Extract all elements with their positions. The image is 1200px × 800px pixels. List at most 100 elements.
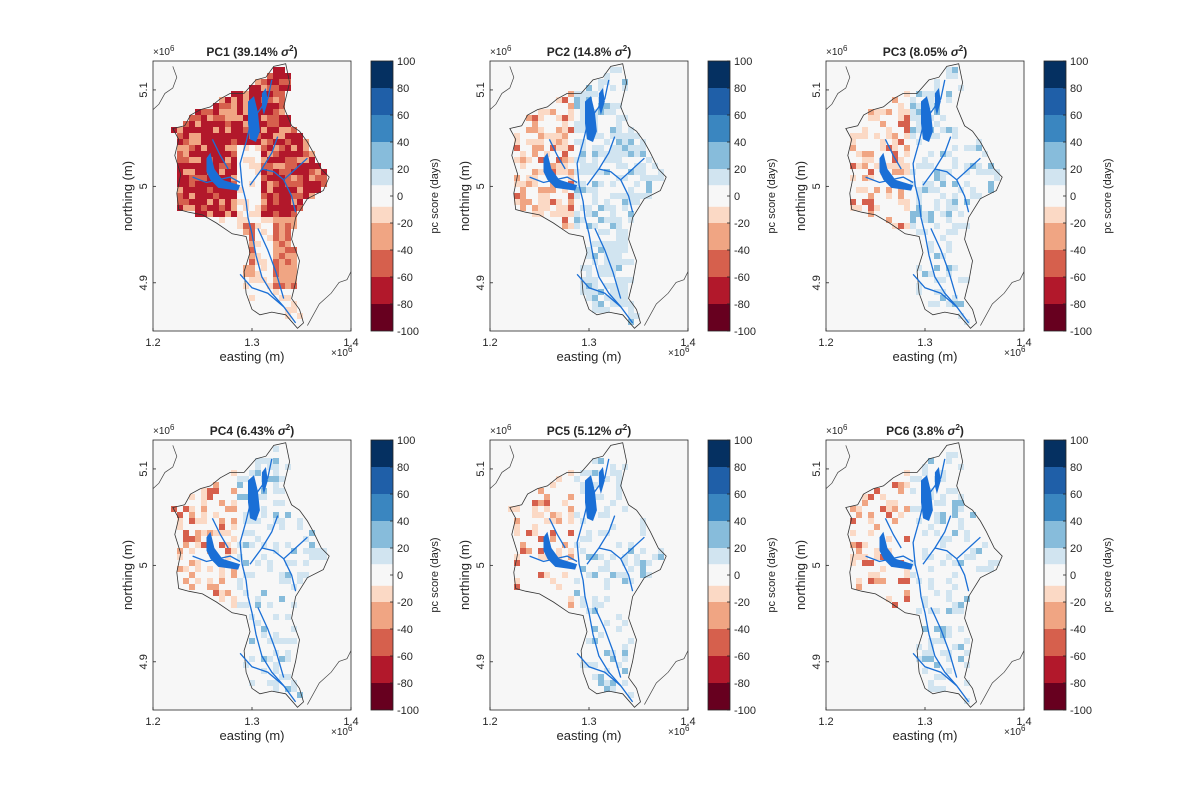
score-cell xyxy=(279,79,285,85)
score-cell xyxy=(207,127,213,133)
score-cell xyxy=(610,145,616,151)
score-cell xyxy=(201,109,207,115)
score-cell xyxy=(261,175,267,181)
x-tick-label: 1.2 xyxy=(482,716,497,728)
score-cell xyxy=(928,650,934,656)
score-cell xyxy=(640,560,646,566)
score-cell xyxy=(904,596,910,602)
score-cell xyxy=(946,127,952,133)
score-cell xyxy=(255,97,261,103)
colorbar-band xyxy=(708,61,730,88)
score-cell xyxy=(916,476,922,482)
lake-shape xyxy=(206,531,241,570)
score-cell xyxy=(580,602,586,608)
score-cell xyxy=(622,301,628,307)
score-cell xyxy=(898,199,904,205)
score-cell xyxy=(604,620,610,626)
river-line xyxy=(594,228,622,299)
score-cell xyxy=(243,476,249,482)
score-cell xyxy=(267,163,273,169)
score-cell xyxy=(520,205,526,211)
score-cell xyxy=(862,151,868,157)
score-cell xyxy=(850,530,856,536)
score-cell xyxy=(213,151,219,157)
score-cell xyxy=(315,163,321,169)
colorbar-tick-label: -100 xyxy=(734,705,756,717)
title-power: 2 xyxy=(623,44,628,53)
score-cell xyxy=(231,103,237,109)
title-close: ) xyxy=(960,424,964,438)
score-cell xyxy=(273,235,279,241)
title-power: 2 xyxy=(623,423,628,432)
score-cell xyxy=(952,295,958,301)
score-cell xyxy=(237,121,243,127)
score-cell xyxy=(538,211,544,217)
title-close: ) xyxy=(290,424,294,438)
score-cell xyxy=(640,151,646,157)
score-cell xyxy=(946,229,952,235)
score-cell xyxy=(291,145,297,151)
colorbar-tick-label: 60 xyxy=(734,110,746,122)
score-cell xyxy=(261,115,267,121)
score-cell xyxy=(183,151,189,157)
score-cell xyxy=(556,584,562,590)
score-cell xyxy=(267,566,273,572)
score-cell xyxy=(538,169,544,175)
score-cell xyxy=(532,115,538,121)
score-cell xyxy=(982,151,988,157)
score-cell xyxy=(273,542,279,548)
score-cell xyxy=(586,554,592,560)
x-axis-title: easting (m) xyxy=(219,728,284,743)
score-cell xyxy=(616,193,622,199)
score-cell xyxy=(538,548,544,554)
score-cell xyxy=(195,518,201,524)
score-cell xyxy=(279,283,285,289)
score-cell xyxy=(285,560,291,566)
score-cell xyxy=(856,548,862,554)
title-power: 2 xyxy=(289,44,294,53)
score-cell xyxy=(514,578,520,584)
panel-title: PC2 (14.8% σ2) xyxy=(547,44,631,59)
score-cell xyxy=(982,169,988,175)
score-cell xyxy=(598,530,604,536)
colorbar-band xyxy=(371,223,393,250)
score-cell xyxy=(856,205,862,211)
score-cell xyxy=(243,560,249,566)
score-cell xyxy=(291,127,297,133)
colorbar-tick-label: -40 xyxy=(734,624,750,636)
score-cell xyxy=(183,578,189,584)
score-cell xyxy=(598,512,604,518)
score-cell xyxy=(261,554,267,560)
colorbar-band xyxy=(1044,494,1066,521)
x-exponent-label: ×106 xyxy=(668,724,690,738)
score-cell xyxy=(273,488,279,494)
score-cell xyxy=(964,650,970,656)
score-cell xyxy=(592,163,598,169)
score-cell xyxy=(598,181,604,187)
score-cell xyxy=(856,187,862,193)
y-exponent-label: ×106 xyxy=(153,44,175,58)
score-cell xyxy=(652,554,658,560)
score-cell xyxy=(640,572,646,578)
score-cell xyxy=(928,91,934,97)
score-cell xyxy=(261,193,267,199)
score-cell xyxy=(922,470,928,476)
score-cell xyxy=(898,512,904,518)
x-tick-label: 1.2 xyxy=(145,337,160,349)
colorbar-band xyxy=(371,61,393,88)
score-cell xyxy=(964,638,970,644)
score-cell xyxy=(568,211,574,217)
score-cell xyxy=(267,175,273,181)
score-cell xyxy=(195,139,201,145)
score-cell xyxy=(598,85,604,91)
score-cell xyxy=(592,626,598,632)
colorbar-tick-label: 0 xyxy=(734,570,740,582)
score-cell xyxy=(964,199,970,205)
score-cell xyxy=(195,157,201,163)
score-cell xyxy=(520,199,526,205)
colorbar-tick-label: 80 xyxy=(1070,83,1082,95)
score-cell xyxy=(880,578,886,584)
score-cell xyxy=(273,133,279,139)
score-cell xyxy=(219,566,225,572)
score-cell xyxy=(243,217,249,223)
